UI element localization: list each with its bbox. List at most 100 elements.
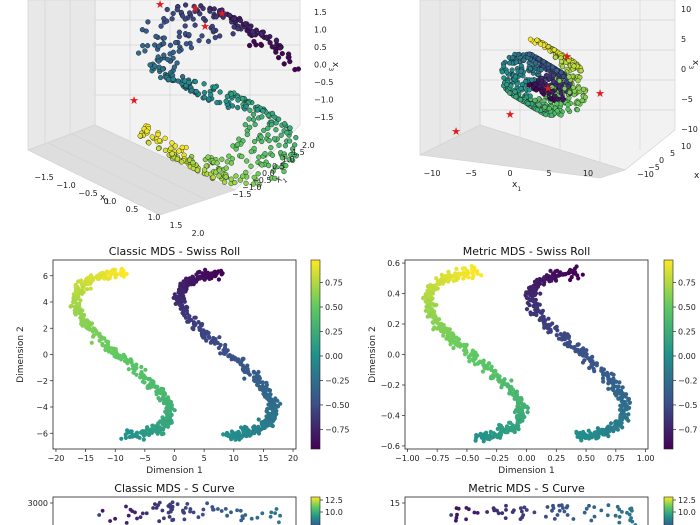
mds-point xyxy=(454,266,459,271)
swiss-roll-3d-point xyxy=(575,78,581,84)
colorbar-tick-label: −0.75 xyxy=(325,425,350,434)
mds-point xyxy=(89,321,95,326)
mds-point xyxy=(562,509,567,514)
s-curve-z-tick: 0.5 xyxy=(314,43,327,52)
mds-point xyxy=(587,365,592,371)
mds-point xyxy=(170,500,175,505)
mds-point xyxy=(589,518,594,523)
mds-point xyxy=(247,372,252,377)
s-curve-3d-point xyxy=(192,78,199,85)
mds-point xyxy=(157,519,162,524)
swiss-roll-3d-point xyxy=(523,78,529,84)
mds-point xyxy=(138,430,143,435)
s-curve-3d-point xyxy=(273,49,279,55)
mds-point xyxy=(455,343,461,348)
mds-point xyxy=(177,299,182,304)
s-curve-3d-panel: ★★★★★ −1.5−1.0−0.50.00.51.01.52.0−1.5−1.… xyxy=(27,0,340,238)
s-curve-3d-point xyxy=(293,135,299,141)
s-curve-3d-point xyxy=(189,87,195,93)
mds-point xyxy=(462,352,468,357)
plot-frame xyxy=(52,496,297,525)
mds-point xyxy=(572,266,577,271)
s-curve-3d-point xyxy=(252,138,258,145)
swiss-roll-3d-point xyxy=(512,89,518,95)
s-curve-3d-point xyxy=(143,28,149,34)
s-curve-3d-point xyxy=(188,45,195,51)
mds-point xyxy=(269,510,274,515)
mds-point xyxy=(135,516,139,521)
metric-mds-scurve-plot: Metric MDS - S Curve 15 12.5 10.0 xyxy=(390,482,696,525)
s-curve-3d-point xyxy=(149,134,155,140)
mds-point xyxy=(485,366,491,371)
mds-point xyxy=(129,434,134,439)
s-curve-3d-point xyxy=(235,142,241,148)
s-curve-3d-point xyxy=(282,121,288,127)
mds-point xyxy=(144,511,149,516)
s-curve-x-tick: −1.5 xyxy=(34,173,53,182)
mds-point xyxy=(155,390,160,395)
mds-point xyxy=(533,308,539,313)
mds-point xyxy=(565,504,570,508)
s-curve-3d-point xyxy=(212,34,218,41)
mds-point xyxy=(182,517,187,522)
mds-point xyxy=(155,431,160,436)
mds-point xyxy=(169,420,174,425)
s-curve-3d-point xyxy=(174,156,181,162)
mds-point xyxy=(522,505,527,510)
swiss-roll-3d-point xyxy=(526,87,532,93)
s-curve-3d-point xyxy=(167,42,174,48)
x-tick-label: 10 xyxy=(229,454,239,463)
s-curve-3d-point xyxy=(160,66,166,72)
s-curve-3d-point xyxy=(186,79,192,86)
mds-point xyxy=(175,502,180,507)
mds-point xyxy=(252,370,257,375)
mds-point xyxy=(252,426,257,431)
s-curve-3d-point xyxy=(279,50,285,57)
mds-point xyxy=(608,425,613,430)
s-curve-3d-point xyxy=(281,168,287,175)
s-curve-3d-point xyxy=(169,16,175,22)
y-tick-label: 6 xyxy=(43,272,48,281)
s-curve-x-tick: 0.5 xyxy=(126,205,139,214)
mds-point xyxy=(106,345,111,350)
s-curve-3d-points: ★★★★★ xyxy=(129,0,302,188)
swiss-roll-3d-point xyxy=(541,98,547,104)
mds-point xyxy=(73,282,78,288)
mds-point xyxy=(504,508,508,512)
swiss-roll-3d-point xyxy=(554,101,560,107)
mds-point xyxy=(426,284,431,289)
mds-point xyxy=(510,424,515,430)
mds-point xyxy=(241,356,246,361)
colorbar-tick-label: 0.75 xyxy=(325,279,343,288)
mds-point xyxy=(461,271,466,276)
swiss-roll-3d-point xyxy=(552,93,558,99)
s-curve-3d-point xyxy=(158,74,164,81)
s-curve-3d-point xyxy=(276,142,282,148)
y-tick-label: 0.2 xyxy=(387,320,400,329)
mds-point xyxy=(104,269,109,274)
mds-point xyxy=(545,505,550,509)
s-curve-3d-point xyxy=(251,117,257,123)
mds-point xyxy=(165,422,170,427)
mds-point xyxy=(166,410,172,415)
mds-point xyxy=(503,516,508,520)
s-curve-3d-point xyxy=(180,13,186,19)
mds-point xyxy=(122,358,128,364)
swiss-roll-3d-point xyxy=(508,83,514,89)
mds-point xyxy=(123,354,128,359)
mds-point xyxy=(578,435,583,440)
mds-point xyxy=(622,400,627,405)
s-curve-3d-point xyxy=(155,131,161,138)
mds-point xyxy=(103,347,108,353)
mds-point xyxy=(124,271,129,276)
y-tick-label: 0.0 xyxy=(387,351,400,360)
mds-point xyxy=(161,431,166,436)
mds-point xyxy=(103,273,108,278)
mds-point xyxy=(615,504,620,509)
mds-point xyxy=(192,315,197,320)
s-curve-3d-point xyxy=(258,31,265,37)
mds-point xyxy=(455,512,459,517)
swiss-roll-3d-point xyxy=(529,77,535,83)
s-curve-3d-point xyxy=(265,132,271,138)
